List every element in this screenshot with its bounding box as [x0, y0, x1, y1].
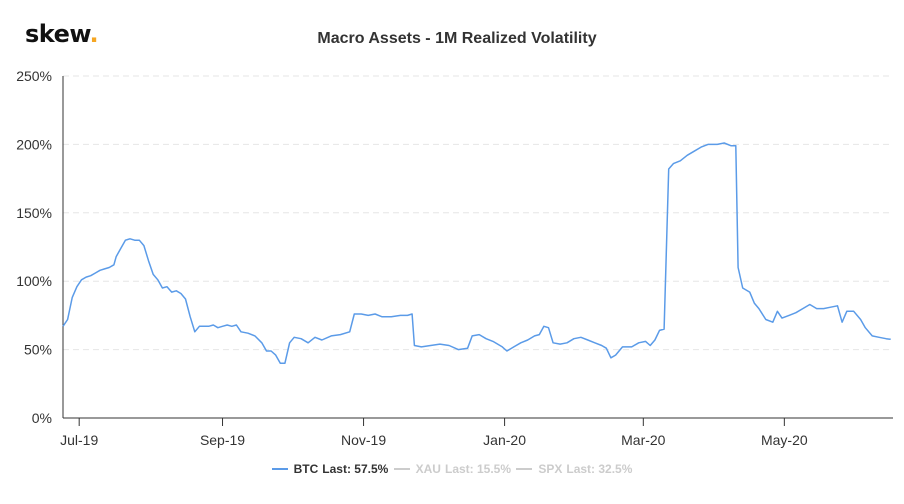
y-tick-label: 200%: [16, 136, 52, 152]
x-tick-label: Jul-19: [60, 432, 98, 448]
y-axis-ticks: 0% 50% 100% 150% 200% 250%: [16, 68, 52, 426]
x-tick-label: Mar-20: [621, 432, 666, 448]
legend-item-xau[interactable]: XAU Last: 15.5%: [393, 462, 512, 476]
chart-title: Macro Assets - 1M Realized Volatility: [317, 30, 597, 47]
legend-label-btc: BTC: [293, 462, 319, 476]
legend-label-xau: XAU: [415, 462, 441, 476]
legend-last-btc: Last: 57.5%: [322, 462, 389, 476]
grid-lines: [63, 75, 893, 351]
y-tick-label: 100%: [16, 273, 52, 289]
series-lines: [62, 142, 891, 365]
logo-text: skew: [25, 20, 90, 48]
legend-item-spx[interactable]: SPX Last: 32.5%: [516, 462, 632, 476]
chart-legend: BTC Last: 57.5% XAU Last: 15.5% SPX Last…: [0, 459, 904, 476]
legend-swatch-btc: [271, 468, 288, 470]
y-tick-label: 150%: [16, 205, 52, 221]
skew-logo: skew.: [25, 20, 99, 48]
legend-label-spx: SPX: [538, 462, 563, 476]
legend-last-spx: Last: 32.5%: [566, 462, 633, 476]
series-line-btc: [62, 142, 891, 365]
logo-dot: .: [89, 20, 99, 48]
x-tick-label: Jan-20: [483, 432, 526, 448]
legend-swatch-spx: [516, 468, 533, 470]
x-tick-label: Nov-19: [341, 432, 386, 448]
legend-last-xau: Last: 15.5%: [444, 462, 512, 476]
y-tick-label: 250%: [16, 68, 52, 84]
x-axis: Jul-19 Sep-19 Nov-19 Jan-20 Mar-20 May-20: [60, 76, 893, 448]
y-tick-label: 50%: [24, 342, 52, 358]
y-tick-label: 0%: [32, 410, 52, 426]
legend-swatch-xau: [393, 468, 410, 470]
legend-item-btc[interactable]: BTC Last: 57.5%: [271, 462, 389, 476]
x-tick-label: Sep-19: [200, 432, 245, 448]
x-tick-label: May-20: [761, 432, 808, 448]
